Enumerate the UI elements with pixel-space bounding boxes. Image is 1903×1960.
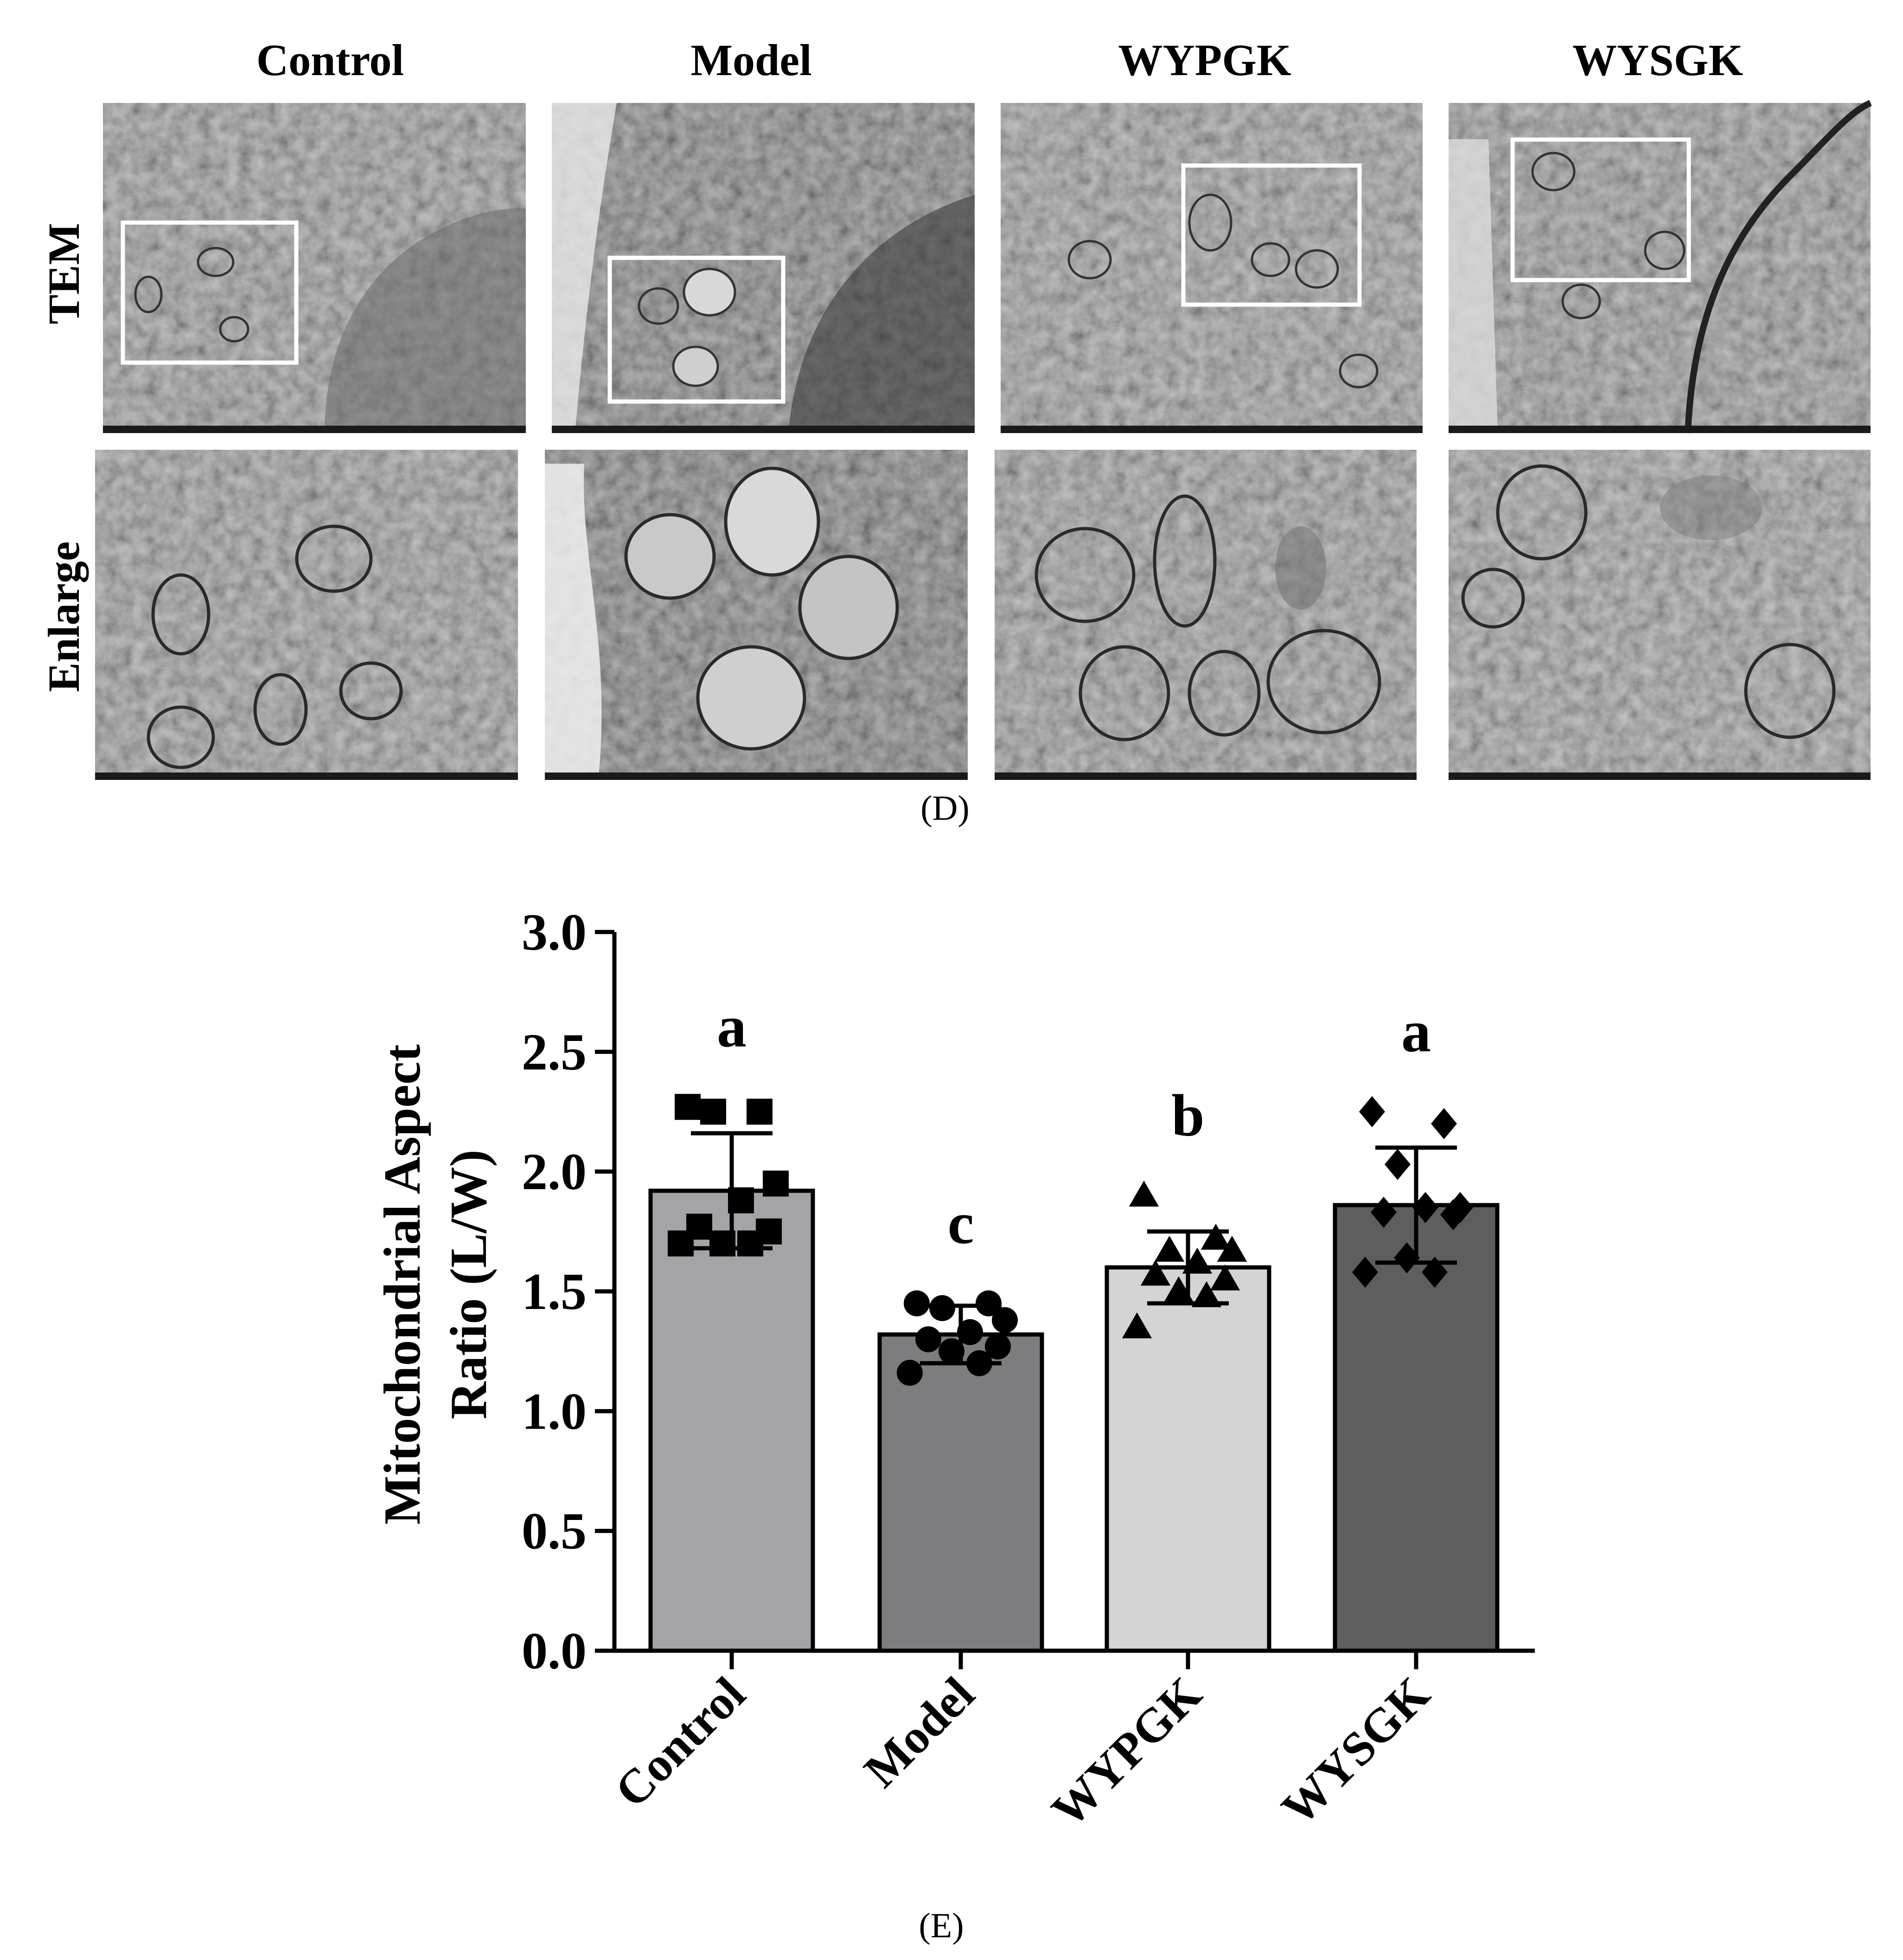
x-axis: Control Model WYPGK WYSGK [605, 1648, 1535, 1837]
enlarge-image-model [545, 450, 968, 780]
x-tick-label-wysgk: WYSGK [1271, 1667, 1440, 1835]
x-tick-label-model: Model [854, 1667, 984, 1797]
data-point [904, 1290, 930, 1316]
data-point [747, 1098, 773, 1125]
bar-control [648, 1188, 815, 1653]
tem-image-wysgk [1449, 100, 1872, 434]
data-point [1201, 1224, 1231, 1250]
panel-e-chart: 0.0 0.5 1.0 1.5 2.0 2.5 3.0 Control Model WYPGK W… [374, 904, 1535, 1837]
data-point [1440, 1199, 1466, 1231]
col-title-wysgk: WYSGK [1572, 35, 1743, 85]
y-tick-label: 2.0 [522, 1143, 587, 1201]
enlarge-image-control [95, 450, 518, 780]
data-point [985, 1333, 1011, 1360]
col-title-model: Model [690, 35, 811, 85]
data-point [1431, 1108, 1457, 1139]
data-point [1352, 1257, 1378, 1288]
panel-label-e: (E) [919, 1906, 964, 1945]
enlarge-image-wysgk [1449, 450, 1871, 780]
data-point [737, 1230, 763, 1257]
data-point [957, 1319, 983, 1345]
data-point [976, 1290, 1002, 1316]
col-title-wypgk: WYPGK [1118, 35, 1291, 85]
significance-letter: a [717, 994, 747, 1060]
data-point [763, 1170, 789, 1197]
col-title-control: Control [256, 35, 404, 85]
row-title-tem: TEM [39, 223, 89, 325]
significance-letter: b [1171, 1082, 1204, 1148]
data-point [1210, 1264, 1240, 1290]
data-point [939, 1338, 964, 1365]
data-point [1129, 1181, 1159, 1207]
data-points [668, 1094, 1473, 1386]
y-axis-title-line-1: Mitochondrial Aspect [374, 1044, 431, 1525]
data-point [897, 1360, 923, 1386]
panel-label-d: (D) [920, 789, 970, 828]
data-point [1412, 1192, 1438, 1223]
enlarge-image-wypgk [995, 450, 1417, 780]
y-tick-label: 1.5 [522, 1263, 587, 1321]
data-point [992, 1307, 1018, 1333]
tem-image-control [103, 103, 526, 433]
data-point [1394, 1242, 1420, 1274]
x-tick-label-wypgk: WYPGK [1041, 1667, 1212, 1837]
data-point [1217, 1235, 1247, 1262]
y-tick-label: 0.5 [522, 1503, 587, 1560]
data-point [915, 1326, 941, 1353]
data-point [1140, 1259, 1171, 1286]
y-tick-label: 3.0 [522, 904, 587, 961]
data-point [1359, 1096, 1385, 1128]
bar-model [877, 1332, 1044, 1653]
significance-letters: a c b a [717, 994, 1431, 1256]
data-point [668, 1230, 694, 1257]
data-point [1122, 1312, 1152, 1339]
data-point [929, 1295, 955, 1322]
panel-d: Control Model WYPGK WYSGK TEM Enlarge [39, 35, 1872, 828]
data-point [1371, 1196, 1397, 1228]
data-point [675, 1094, 701, 1120]
y-tick-label: 0.0 [522, 1622, 587, 1680]
y-tick-label: 2.5 [522, 1023, 587, 1081]
y-axis-title-line-2: Ratio (L/W) [440, 1149, 498, 1419]
y-axis: 0.0 0.5 1.0 1.5 2.0 2.5 3.0 [522, 904, 617, 1680]
error-bars [691, 1131, 1457, 1366]
y-tick-label: 1.0 [522, 1383, 587, 1440]
row-title-enlarge: Enlarge [39, 541, 89, 692]
significance-letter: a [1401, 999, 1431, 1065]
bars [648, 1188, 1500, 1653]
tem-image-wypgk [1001, 103, 1423, 433]
data-point [1191, 1281, 1222, 1308]
data-point [1385, 1149, 1411, 1180]
significance-letter: c [948, 1190, 974, 1256]
data-point [700, 1098, 726, 1125]
tem-image-model [552, 103, 975, 433]
x-tick-label-control: Control [605, 1667, 755, 1818]
data-point [1154, 1235, 1185, 1262]
